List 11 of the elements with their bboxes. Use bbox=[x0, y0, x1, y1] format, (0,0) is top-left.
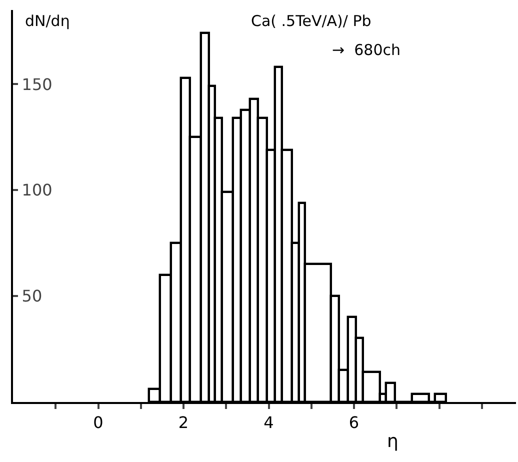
x-tick-label: 4 bbox=[264, 413, 274, 432]
y-tick-label: 50 bbox=[22, 286, 42, 306]
annotation: → 680ch bbox=[332, 41, 400, 59]
annotation: Ca( .5TeV/A)/ Pb bbox=[251, 12, 372, 30]
x-tick-label: 6 bbox=[348, 413, 360, 432]
y-axis-title: dN/dη bbox=[25, 12, 70, 30]
x-tick-label: 0 bbox=[93, 413, 104, 432]
y-tick-label: 100 bbox=[22, 180, 52, 200]
x-tick-label: 2 bbox=[178, 413, 189, 432]
x-axis-title: η bbox=[387, 431, 398, 452]
y-tick-label: 150 bbox=[22, 74, 52, 94]
